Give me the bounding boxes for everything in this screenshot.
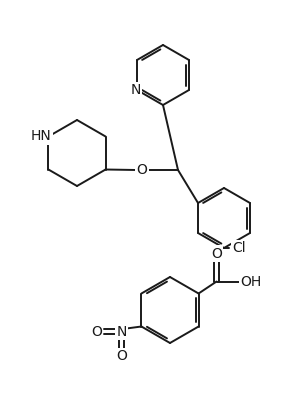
Text: O: O [136,163,147,177]
Text: O: O [91,324,102,339]
Text: HN: HN [31,129,52,144]
Text: N: N [131,83,141,97]
Text: OH: OH [240,275,261,288]
Text: Cl: Cl [232,241,246,255]
Text: N: N [116,324,127,339]
Text: O: O [211,246,222,260]
Text: O: O [116,350,127,364]
